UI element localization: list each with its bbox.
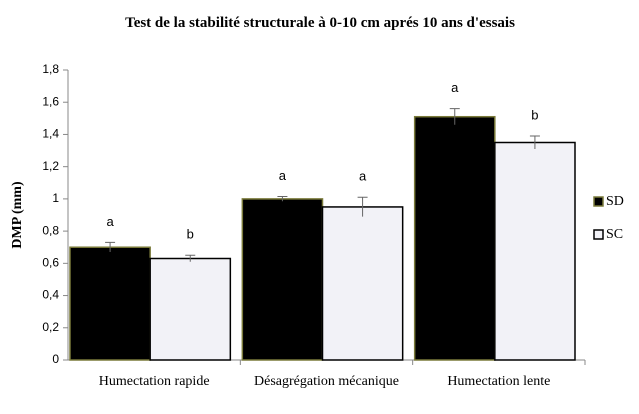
y-tick-label: 0,4 bbox=[42, 288, 59, 302]
bar bbox=[494, 141, 576, 361]
y-tick-label: 1,2 bbox=[42, 159, 59, 173]
y-tick-label: 0,8 bbox=[42, 223, 59, 237]
legend-swatch bbox=[593, 196, 604, 207]
significance-label: a bbox=[359, 169, 367, 184]
y-tick-label: 0,6 bbox=[42, 256, 59, 270]
legend-swatch bbox=[593, 229, 604, 240]
error-bar bbox=[529, 135, 540, 149]
y-tick-label: 0,2 bbox=[42, 320, 59, 334]
significance-label: b bbox=[531, 107, 538, 122]
significance-label: a bbox=[106, 214, 114, 229]
error-bar bbox=[185, 254, 196, 262]
y-tick-label: 1,4 bbox=[42, 127, 59, 141]
error-bar bbox=[449, 108, 460, 125]
significance-label: a bbox=[279, 168, 287, 183]
y-tick-label: 1 bbox=[52, 191, 59, 205]
bar bbox=[149, 257, 232, 361]
y-tick-label: 1,6 bbox=[42, 94, 59, 108]
x-tick-label: Humectation lente bbox=[447, 374, 551, 389]
legend-label: SD bbox=[606, 194, 624, 209]
chart-title: Test de la stabilité structurale à 0-10 … bbox=[125, 15, 515, 31]
y-tick-label: 0 bbox=[52, 352, 59, 366]
y-tick-label: 1,8 bbox=[42, 62, 59, 76]
error-bar bbox=[105, 241, 116, 253]
error-bar bbox=[277, 195, 288, 202]
bar bbox=[241, 198, 324, 361]
error-bar bbox=[357, 196, 368, 217]
x-tick-label: Humectation rapide bbox=[98, 374, 210, 389]
bar bbox=[413, 115, 496, 361]
bar bbox=[69, 246, 151, 361]
x-tick-label: Désagrégation mécanique bbox=[254, 374, 399, 389]
bar bbox=[321, 206, 404, 361]
y-axis-label: DMP (mm) bbox=[10, 181, 25, 249]
significance-label: b bbox=[187, 227, 194, 242]
significance-label: a bbox=[451, 80, 459, 95]
legend-label: SC bbox=[606, 227, 623, 242]
